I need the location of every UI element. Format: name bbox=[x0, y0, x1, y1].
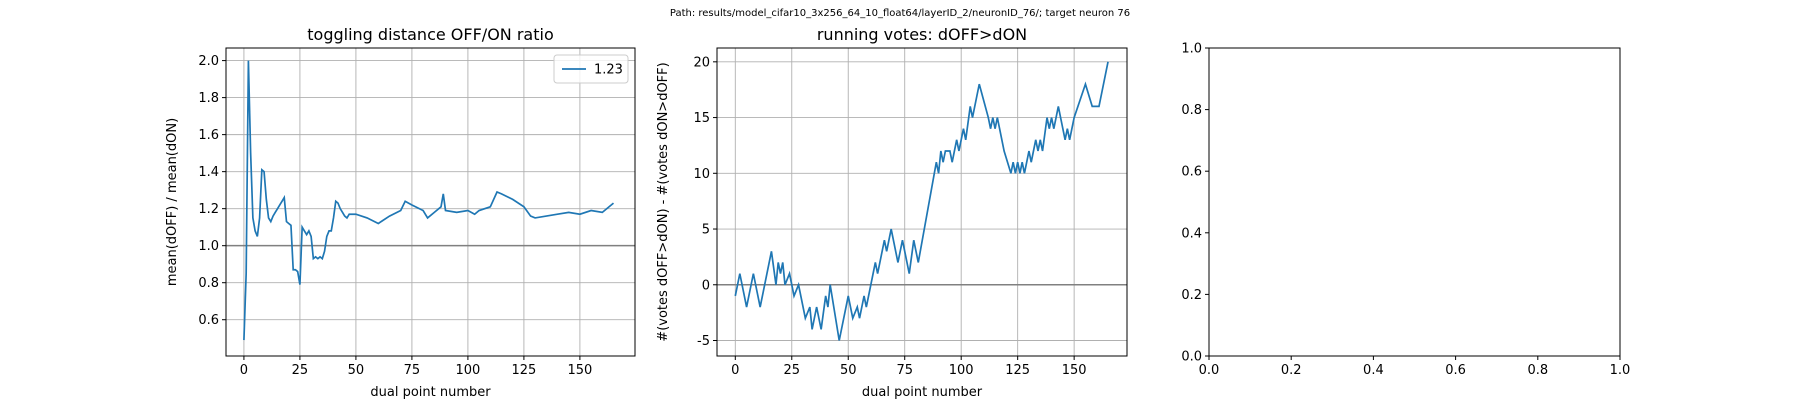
y-tick-label: 15 bbox=[693, 111, 710, 126]
y-tick-label: 0.2 bbox=[1181, 288, 1202, 303]
axes-title: running votes: dOFF>dON bbox=[817, 25, 1027, 44]
legend-box bbox=[553, 54, 629, 84]
y-tick-label: 1.8 bbox=[198, 91, 219, 106]
y-tick-label: 0.8 bbox=[198, 276, 219, 291]
x-tick-label: 25 bbox=[292, 363, 309, 378]
axes-frame bbox=[225, 47, 636, 357]
x-tick-label: 0.8 bbox=[1527, 363, 1548, 378]
x-tick-label: 0.2 bbox=[1281, 363, 1302, 378]
y-tick-label: 1.2 bbox=[198, 202, 219, 217]
y-tick-label: 0 bbox=[702, 278, 710, 293]
data-line bbox=[734, 61, 1109, 341]
x-tick-label: 125 bbox=[511, 363, 536, 378]
x-tick-label: 0.0 bbox=[1199, 363, 1220, 378]
axes-title: toggling distance OFF/ON ratio bbox=[307, 25, 553, 44]
x-tick-label: 1.0 bbox=[1610, 363, 1631, 378]
axes-frame bbox=[1208, 47, 1621, 357]
x-tick-label: 0.4 bbox=[1363, 363, 1384, 378]
x-tick-label: 125 bbox=[1005, 363, 1030, 378]
x-tick-label: 0 bbox=[731, 363, 739, 378]
y-tick-label: 0.6 bbox=[198, 313, 219, 328]
x-tick-label: 150 bbox=[1062, 363, 1087, 378]
y-tick-label: 20 bbox=[693, 55, 710, 70]
legend-label: 1.23 bbox=[594, 63, 623, 78]
axes-frame bbox=[716, 47, 1128, 357]
y-tick-label: 2.0 bbox=[198, 54, 219, 69]
x-tick-label: 100 bbox=[455, 363, 480, 378]
x-axis-label: dual point number bbox=[862, 385, 983, 400]
y-axis-label: #(votes dOFF>dON) - #(votes dON>dOFF) bbox=[656, 62, 671, 341]
y-tick-label: 0.4 bbox=[1181, 226, 1202, 241]
legend: 1.23 bbox=[553, 54, 629, 84]
data-line bbox=[243, 60, 615, 341]
x-tick-label: 150 bbox=[567, 363, 592, 378]
y-tick-label: -5 bbox=[697, 334, 710, 349]
x-tick-label: 50 bbox=[840, 363, 857, 378]
y-tick-label: 1.4 bbox=[198, 165, 219, 180]
y-tick-label: 5 bbox=[702, 223, 710, 238]
y-tick-label: 1.6 bbox=[198, 128, 219, 143]
x-axis-label: dual point number bbox=[370, 385, 491, 400]
x-tick-label: 75 bbox=[896, 363, 913, 378]
x-tick-label: 25 bbox=[783, 363, 800, 378]
x-tick-label: 100 bbox=[949, 363, 974, 378]
y-tick-label: 1.0 bbox=[198, 239, 219, 254]
y-tick-label: 10 bbox=[693, 167, 710, 182]
y-tick-label: 0.0 bbox=[1181, 350, 1202, 365]
figure-title: Path: results/model_cifar10_3x256_64_10_… bbox=[670, 8, 1130, 19]
x-tick-label: 0 bbox=[240, 363, 248, 378]
x-tick-label: 75 bbox=[404, 363, 421, 378]
y-tick-label: 0.6 bbox=[1181, 165, 1202, 180]
x-tick-label: 0.6 bbox=[1445, 363, 1466, 378]
y-tick-label: 1.0 bbox=[1181, 42, 1202, 57]
y-tick-label: 0.8 bbox=[1181, 103, 1202, 118]
y-axis-label: mean(dOFF) / mean(dON) bbox=[165, 118, 180, 286]
x-tick-label: 50 bbox=[348, 363, 365, 378]
